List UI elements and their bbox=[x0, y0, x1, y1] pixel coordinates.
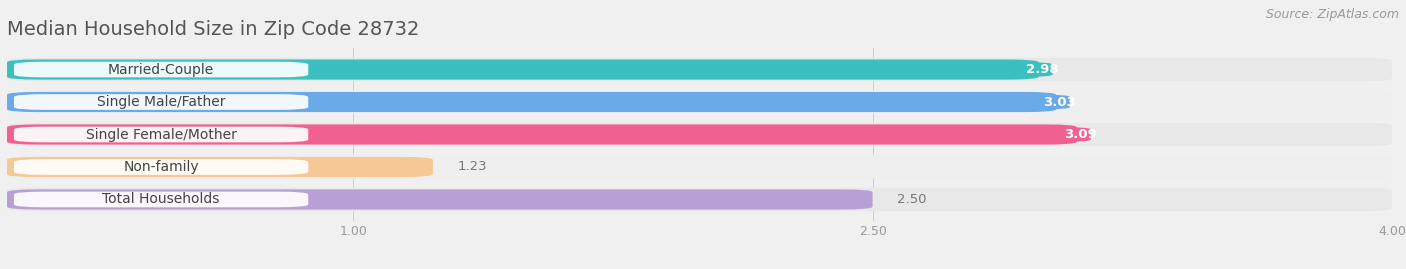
FancyBboxPatch shape bbox=[7, 188, 1392, 211]
Text: Married-Couple: Married-Couple bbox=[108, 62, 214, 77]
FancyBboxPatch shape bbox=[14, 159, 308, 175]
Text: 1.23: 1.23 bbox=[457, 161, 486, 174]
Text: 3.09: 3.09 bbox=[1064, 128, 1097, 141]
FancyBboxPatch shape bbox=[14, 94, 308, 110]
Text: Source: ZipAtlas.com: Source: ZipAtlas.com bbox=[1265, 8, 1399, 21]
FancyBboxPatch shape bbox=[7, 157, 433, 177]
Text: Total Households: Total Households bbox=[103, 192, 219, 207]
FancyBboxPatch shape bbox=[942, 62, 1053, 77]
Text: Single Male/Father: Single Male/Father bbox=[97, 95, 225, 109]
FancyBboxPatch shape bbox=[7, 90, 1392, 114]
Text: 2.98: 2.98 bbox=[1026, 63, 1059, 76]
FancyBboxPatch shape bbox=[14, 127, 308, 142]
FancyBboxPatch shape bbox=[7, 155, 1392, 179]
FancyBboxPatch shape bbox=[7, 92, 1056, 112]
FancyBboxPatch shape bbox=[959, 95, 1070, 109]
FancyBboxPatch shape bbox=[7, 58, 1392, 81]
Text: Non-family: Non-family bbox=[124, 160, 198, 174]
FancyBboxPatch shape bbox=[14, 62, 308, 77]
Text: 2.50: 2.50 bbox=[897, 193, 927, 206]
FancyBboxPatch shape bbox=[7, 123, 1392, 146]
Text: Median Household Size in Zip Code 28732: Median Household Size in Zip Code 28732 bbox=[7, 20, 419, 38]
FancyBboxPatch shape bbox=[7, 125, 1077, 144]
Text: Single Female/Mother: Single Female/Mother bbox=[86, 128, 236, 141]
Text: 3.03: 3.03 bbox=[1043, 95, 1076, 108]
FancyBboxPatch shape bbox=[7, 59, 1039, 80]
FancyBboxPatch shape bbox=[7, 189, 873, 210]
FancyBboxPatch shape bbox=[980, 127, 1091, 142]
FancyBboxPatch shape bbox=[14, 192, 308, 207]
